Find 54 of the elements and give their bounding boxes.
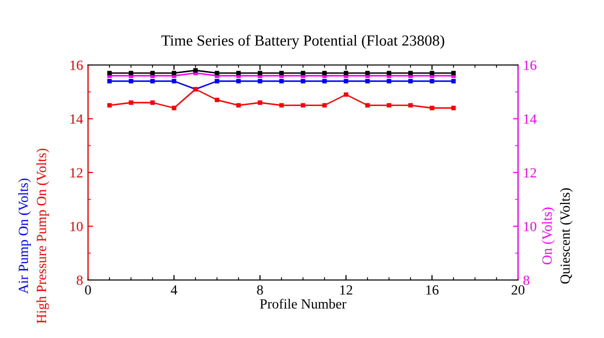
point [344, 78, 348, 84]
text: Quiescent (Volts) [560, 188, 573, 284]
point [236, 78, 241, 84]
text: On (Volts) [542, 208, 554, 264]
y-tick-label: 8 [76, 276, 83, 285]
chart-title: Time Series of Battery Potential (Float 23808) [161, 34, 444, 49]
point [386, 103, 392, 108]
point [365, 78, 370, 84]
x-tick-label: 0 [85, 285, 91, 295]
y-tick-label: 12 [70, 168, 82, 178]
point [128, 78, 134, 84]
point [451, 78, 456, 84]
point [107, 103, 112, 108]
text: High Pressure Pump On (Volts) [36, 148, 50, 324]
point [300, 78, 306, 84]
y2-tick-label: 16 [524, 60, 536, 70]
point [408, 103, 413, 108]
point [214, 98, 220, 102]
point [279, 103, 284, 108]
point [214, 78, 220, 84]
point [258, 100, 262, 105]
text: Air Pump On (Volts) [18, 178, 31, 294]
x-tick-label: 8 [257, 285, 263, 295]
x-tick-label: 12 [340, 285, 352, 294]
point [322, 103, 327, 108]
y-tick-label: 14 [70, 114, 83, 124]
y2-tick-label: 14 [524, 114, 537, 124]
x-tick-label: 16 [426, 285, 439, 295]
y2-tick-label: 12 [524, 168, 536, 178]
y-tick-label: 10 [70, 222, 83, 232]
y2-tick-label: 10 [524, 222, 536, 232]
x-tick-label: 20 [512, 285, 524, 295]
x-axis-title: Profile Number [260, 298, 346, 309]
point [430, 78, 434, 84]
y-tick-label: 16 [70, 60, 83, 70]
point [408, 78, 413, 84]
point [365, 103, 370, 108]
point [258, 78, 262, 84]
point [172, 78, 176, 84]
point [128, 100, 134, 105]
point [279, 78, 284, 84]
y2-tick-label: 8 [523, 276, 530, 285]
point [300, 103, 306, 108]
point [172, 106, 176, 110]
point [386, 78, 392, 84]
point [430, 106, 434, 110]
point [150, 78, 155, 84]
point [344, 92, 348, 97]
point [150, 100, 155, 105]
point [236, 103, 241, 108]
point [451, 106, 456, 110]
x-tick-label: 4 [170, 285, 178, 294]
point [322, 78, 327, 84]
point [107, 78, 112, 84]
